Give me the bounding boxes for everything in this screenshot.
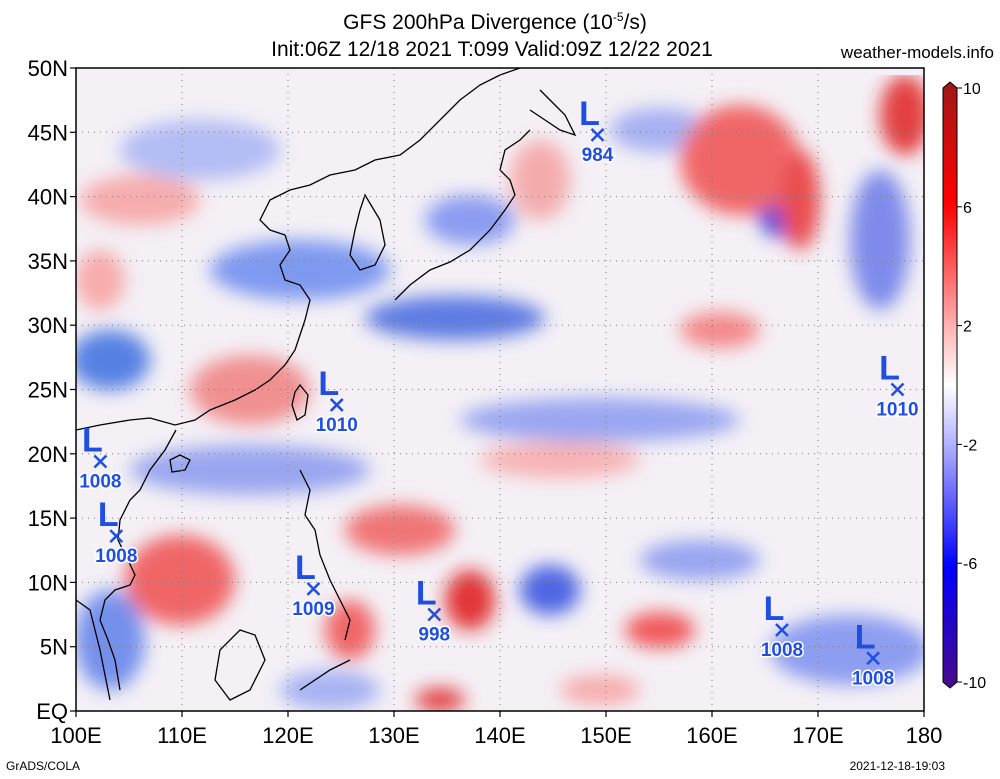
low-marker: L 1010	[875, 350, 920, 423]
footer-timestamp: 2021-12-18-19:03	[849, 759, 945, 773]
low-letter: L	[879, 350, 900, 388]
colorbar-label: -10	[963, 675, 986, 692]
divergence-field	[76, 68, 924, 711]
low-pressure-value: 1009	[292, 599, 334, 620]
lat-label: 20N	[28, 442, 68, 467]
longitude-labels: 100E 110E 120E 130E 140E 150E 160E 170E 180	[50, 723, 942, 748]
low-pressure-value: 1008	[95, 546, 137, 567]
low-center-cross	[93, 454, 108, 469]
low-marker: L 1010	[314, 365, 359, 438]
low-pressure-value: 1008	[79, 472, 121, 493]
lat-label: 15N	[28, 506, 68, 531]
lon-label: 110E	[157, 723, 207, 748]
low-letter: L	[764, 590, 785, 628]
low-marker: L 1008	[78, 422, 123, 495]
low-center-cross	[306, 581, 321, 596]
low-letter: L	[295, 549, 316, 587]
low-letter: L	[82, 422, 103, 460]
low-marker: L 1008	[850, 618, 895, 691]
low-letter: L	[416, 575, 437, 613]
lat-label: 10N	[28, 570, 68, 595]
lon-label: 130E	[368, 723, 419, 748]
colorbar-label: 10	[963, 81, 981, 98]
lon-label: 120E	[262, 723, 313, 748]
low-letter: L	[318, 365, 339, 403]
lat-label: 5N	[40, 635, 68, 660]
low-pressure-markers: L 984 L 1010 L 1008 L 1008 L 1009 L 998 L 1008 L 1008 L 1…	[78, 95, 920, 691]
lat-label: 45N	[28, 120, 68, 145]
lat-label: 50N	[28, 56, 68, 81]
low-letter: L	[855, 618, 876, 656]
lat-label: 40N	[28, 185, 68, 210]
low-pressure-value: 1008	[761, 640, 803, 661]
map-subtitle: Init:06Z 12/18 2021 T:099 Valid:09Z 12/2…	[271, 38, 713, 61]
low-letter: L	[98, 496, 119, 534]
lon-label: 160E	[686, 723, 737, 748]
title-text: GFS 200hPa Divergence (10	[343, 11, 613, 34]
colorbar-label: -2	[963, 437, 977, 454]
low-center-cross	[329, 398, 344, 412]
low-pressure-value: 984	[582, 145, 614, 166]
lat-label: 30N	[28, 313, 68, 338]
colorbar-label: 6	[963, 200, 972, 217]
low-pressure-value: 1010	[316, 415, 358, 436]
lat-label: EQ	[36, 699, 68, 724]
lat-label: 35N	[28, 249, 68, 274]
lon-label: 150E	[580, 723, 631, 748]
lon-label: 100E	[50, 723, 101, 748]
low-marker: L 984	[579, 95, 615, 167]
low-pressure-value: 998	[418, 625, 450, 646]
colorbar-label: 2	[963, 319, 972, 336]
lat-label: 25N	[28, 378, 68, 403]
lon-label: 170E	[792, 723, 843, 748]
site-credit: weather-models.info	[840, 43, 994, 62]
colorbar-label: -6	[963, 556, 977, 573]
low-marker: L 1008	[759, 590, 804, 663]
low-letter: L	[579, 95, 600, 133]
low-pressure-value: 1010	[876, 400, 918, 421]
coastlines	[76, 68, 577, 701]
lon-label: 180	[906, 723, 943, 748]
low-center-cross	[775, 623, 789, 637]
colorbar-labels: 10 6 2 -2 -6 -10	[957, 81, 986, 692]
colorbar	[942, 81, 958, 689]
low-pressure-value: 1008	[852, 668, 894, 689]
title-exponent: -5	[612, 10, 624, 24]
low-center-cross	[427, 607, 442, 622]
low-marker: L 1008	[94, 496, 139, 569]
low-center-cross	[109, 529, 124, 543]
low-center-cross	[590, 127, 605, 142]
lon-label: 140E	[474, 723, 525, 748]
low-marker: L 998	[416, 575, 452, 648]
low-marker: L 1009	[291, 549, 336, 622]
latitude-labels: 50N 45N 40N 35N 30N 25N 20N 15N 10N 5N EQ	[28, 56, 68, 724]
axis-ticks	[70, 67, 925, 717]
map-title: GFS 200hPa Divergence (10-5/s)	[0, 10, 995, 35]
title-unit: /s)	[623, 11, 647, 34]
footer-credit: GrADS/COLA	[6, 759, 81, 773]
low-center-cross	[866, 651, 881, 666]
low-center-cross	[890, 382, 905, 397]
